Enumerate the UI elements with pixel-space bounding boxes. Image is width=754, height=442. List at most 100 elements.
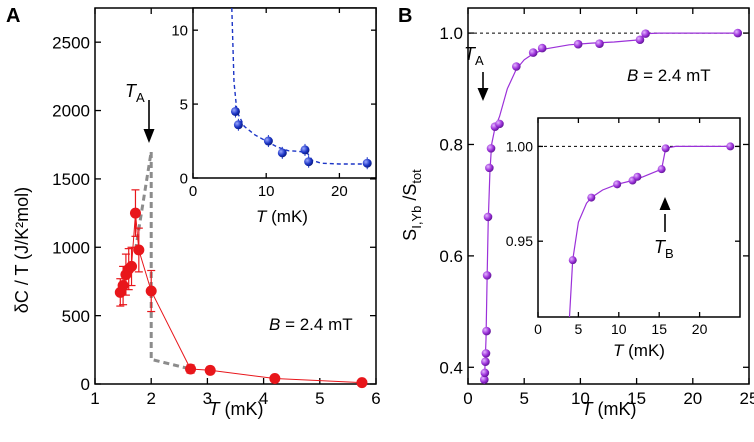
panel-a-data-point — [126, 260, 138, 272]
x-tick-label: 10 — [258, 183, 275, 200]
panel-b-data-point — [486, 144, 496, 153]
panel-b-data-point — [537, 43, 547, 53]
panel-b-inset-data-point — [726, 142, 735, 151]
panel-b-data-point — [479, 375, 489, 384]
y-tick-label: 0.6 — [439, 247, 463, 266]
panel-a-letter: A — [6, 5, 20, 27]
panel-b-tb-annotation: TB — [654, 197, 674, 261]
panel-b-data-point — [482, 326, 491, 336]
panel-b-tb-arrowhead — [659, 197, 671, 210]
panel-b-ta-annotation: TA — [464, 44, 489, 101]
panel-a-construction-line — [134, 151, 191, 371]
panel-b-inset-data-point — [613, 180, 622, 189]
x-tick-label: 20 — [692, 321, 708, 337]
panel-b-inset-data-point — [661, 144, 670, 153]
panel-a-inset-xlabel: T (mK) — [256, 207, 308, 226]
panel-b-inset-ticks: 0 5 10 15 20 0.95 1.00 — [506, 118, 740, 337]
panel-b-inset-data-point — [657, 165, 666, 174]
panel-b-data-point — [481, 357, 490, 367]
x-tick-label: 5 — [519, 389, 528, 408]
panel-b-inset-frame — [537, 117, 741, 318]
panel-a-data-point — [133, 244, 145, 256]
panel-a-inset-data-point — [362, 158, 372, 168]
y-tick-label: 10 — [171, 23, 188, 40]
panel-a-data-point — [269, 373, 281, 385]
panel-b-field-label: B = 2.4 mT — [627, 66, 711, 85]
panel-b-ylabel: SI,Yb /Stot — [400, 169, 424, 241]
panel-b-inset-data-point — [587, 193, 596, 202]
panel-a-data-line — [119, 213, 362, 384]
panel-b-data-point — [641, 29, 650, 38]
panel-b-letter: B — [398, 5, 412, 27]
panel-b-tb-label: TB — [654, 237, 674, 261]
panel-a-inset-data-point — [230, 106, 240, 116]
x-tick-label: 15 — [651, 321, 667, 337]
x-tick-label: 5 — [575, 321, 583, 337]
x-tick-label: 2 — [146, 389, 155, 408]
panel-a-data-point — [204, 364, 216, 376]
panel-b-data-point — [573, 39, 583, 49]
x-tick-label: 6 — [371, 389, 380, 408]
panel-b-data-point — [482, 271, 492, 280]
panel-b-ta-arrowhead — [477, 88, 489, 101]
panel-b-data-point — [483, 212, 493, 222]
x-tick-label: 4 — [259, 389, 268, 408]
y-tick-label: 2000 — [52, 102, 90, 121]
panel-b-ticks: 0 5 10 15 20 25 0.4 0.6 0.8 1.0 — [439, 8, 754, 408]
x-tick-label: 0 — [534, 321, 542, 337]
y-tick-label: 5 — [180, 96, 188, 113]
panel-b-data-point — [512, 62, 521, 71]
panel-b-inset-xlabel: T (mK) — [613, 341, 665, 360]
y-tick-label: 0 — [81, 375, 90, 394]
x-tick-label: 20 — [683, 389, 702, 408]
panel-a-ta-annotation: TA — [125, 81, 155, 143]
x-tick-label: 20 — [331, 183, 348, 200]
panel-b-inset-data-point — [633, 172, 642, 181]
y-tick-label: 0.95 — [506, 233, 533, 249]
panel-a-data-point — [129, 207, 141, 219]
panel-a-inset-series — [230, 7, 372, 170]
panel-a-inset-data-point — [300, 145, 310, 155]
panel-a-ta-label: TA — [125, 81, 145, 105]
panel-a-inset-data-point — [304, 157, 314, 167]
panel-a-ta-arrowhead — [143, 129, 155, 143]
x-tick-label: 0 — [463, 389, 472, 408]
x-tick-label: 0 — [189, 183, 197, 200]
panel-b-data-point — [485, 163, 494, 173]
panel-a-series — [114, 151, 368, 389]
panel-a-inset-ticks: 0 10 20 0 5 10 — [171, 8, 376, 200]
y-tick-label: 1000 — [52, 238, 90, 257]
x-tick-label: 5 — [315, 389, 324, 408]
panel-b-data-point — [733, 28, 743, 38]
x-tick-label: 15 — [627, 389, 646, 408]
y-tick-label: 500 — [62, 307, 90, 326]
y-tick-label: 0.4 — [439, 358, 463, 377]
y-tick-label: 1500 — [52, 170, 90, 189]
panel-b-ta-label: TA — [464, 44, 484, 68]
panel-b-inset-series — [568, 142, 735, 318]
panel-b-plot-frame — [467, 7, 750, 385]
panel-b-data-point — [528, 48, 538, 57]
y-tick-label: 0 — [180, 170, 188, 187]
panel-b-data-point — [480, 368, 490, 378]
x-tick-label: 1 — [90, 389, 99, 408]
panel-a-data-point — [185, 363, 197, 375]
panel-b-data-point — [595, 39, 604, 48]
x-tick-label: 10 — [571, 389, 590, 408]
y-tick-label: 1.0 — [439, 24, 463, 43]
panel-a-ylabel: δC / T (J/K²mol) — [12, 187, 32, 313]
panel-b-data-point — [495, 119, 504, 129]
x-tick-label: 3 — [203, 389, 212, 408]
panel-b-data-point — [635, 35, 645, 45]
panel-a-inset-data-point — [263, 136, 273, 146]
panel-b-series — [479, 28, 743, 385]
panel-b-inset-data-point — [568, 256, 577, 265]
panel-b-xlabel: T (mK) — [582, 399, 637, 419]
panel-a-data-point — [356, 377, 368, 389]
y-tick-label: 1.00 — [506, 138, 533, 154]
panel-a-data-point — [117, 280, 129, 292]
x-tick-label: 25 — [740, 389, 754, 408]
y-tick-label: 2500 — [52, 33, 90, 52]
